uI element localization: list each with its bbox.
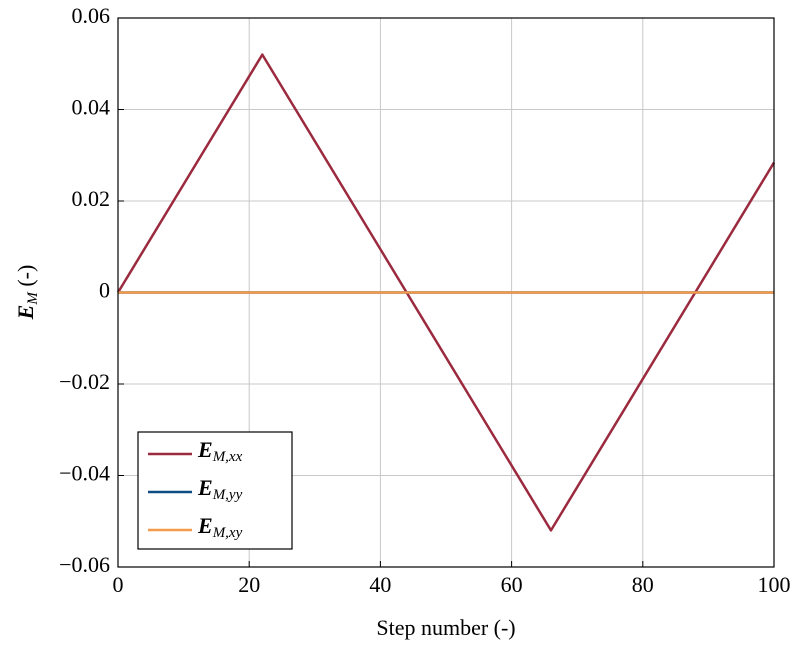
x-tick-label: 0 (113, 572, 124, 597)
legend-label: EM,xx (197, 437, 243, 465)
y-axis-title: EM (-) (13, 265, 41, 321)
y-tick-label: 0 (99, 278, 110, 303)
x-tick-label: 60 (501, 572, 523, 597)
y-tick-label: −0.02 (59, 369, 110, 394)
x-tick-label: 80 (632, 572, 654, 597)
y-tick-label: 0.04 (72, 95, 111, 120)
y-tick-label: 0.06 (72, 3, 111, 28)
y-tick-label: −0.04 (59, 461, 110, 486)
y-tick-label: −0.06 (59, 552, 110, 577)
plot-frame (117, 17, 775, 568)
x-axis-title: Step number (-) (376, 615, 515, 640)
y-tick-label: 0.02 (72, 186, 111, 211)
x-tick-label: 20 (238, 572, 260, 597)
legend-label: EM,xy (197, 513, 243, 541)
legend-label: EM,yy (197, 475, 243, 503)
x-tick-label: 40 (369, 572, 391, 597)
x-tick-label: 100 (758, 572, 791, 597)
